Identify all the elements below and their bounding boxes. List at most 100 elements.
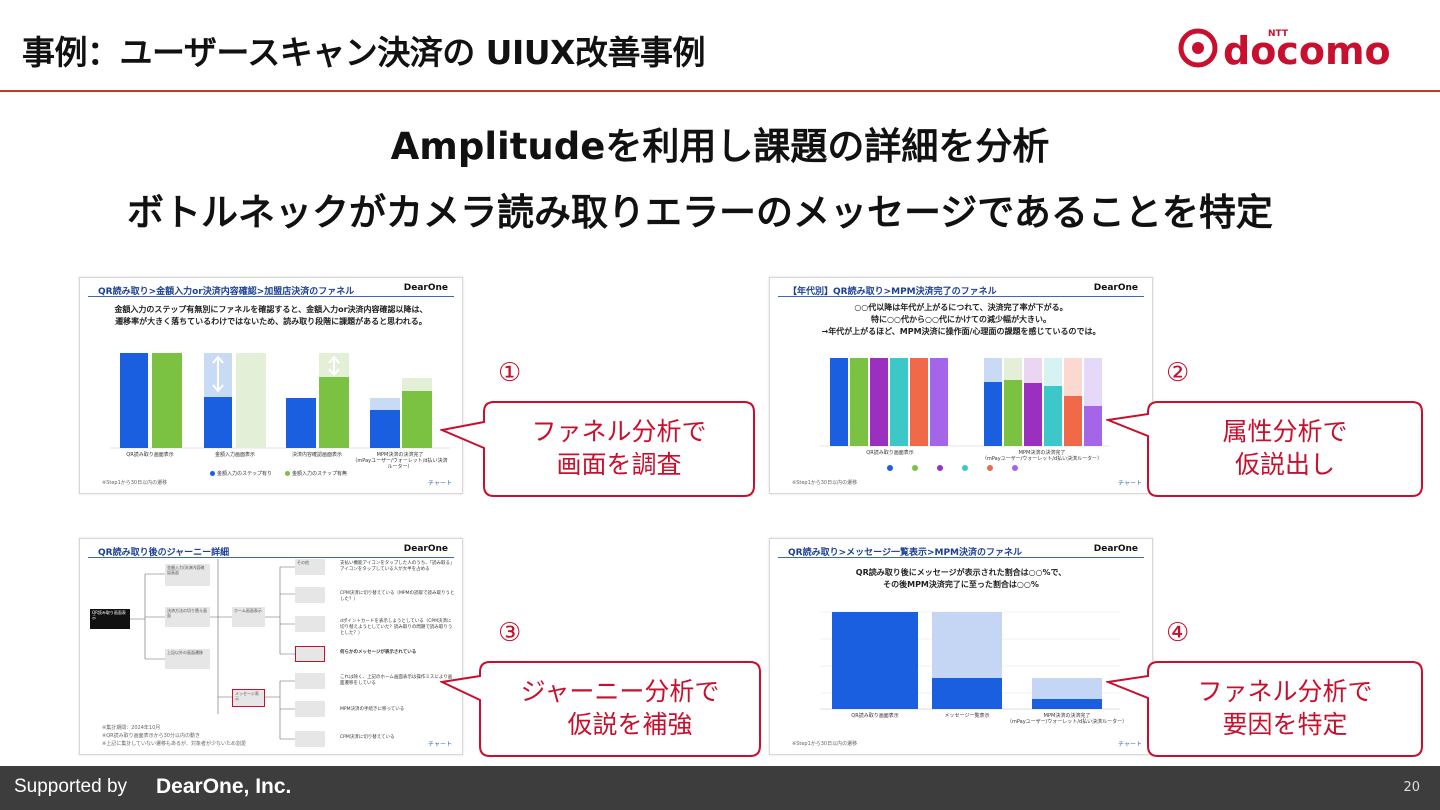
card-desc-line: 金額入力のステップ有無別にファネルを確認すると、金額入力or決済内容確認以降は、: [114, 305, 428, 314]
chart-link[interactable]: チャート: [1118, 741, 1142, 748]
callout-line: ファネル分析で: [531, 417, 707, 446]
dearone-brand: DearOne: [403, 283, 448, 293]
card-desc-line: 遷移率が大きく落ちているわけではないため、読み取り段階に課題があると思われる。: [115, 317, 427, 326]
step-number: ③: [498, 618, 522, 648]
bar: [152, 353, 182, 448]
card-rule: [778, 557, 1144, 558]
dearone-brand: DearOne: [1093, 283, 1138, 293]
callout-bubble: ジャーニー分析で 仮説を補強: [440, 660, 762, 757]
journey-note: これは除く、上記のホーム画面表示は操作ミスにより画面遷移をしている: [340, 675, 453, 686]
card-rule: [88, 557, 454, 558]
headline-1: Amplitudeを利用し課題の詳細を分析: [390, 125, 1050, 168]
callout-bubble: 属性分析で 仮説出し: [1106, 400, 1424, 497]
double-arrow-icon: [212, 355, 224, 393]
company-name: DearOne, Inc.: [156, 775, 292, 798]
card-footnote: ※Step1から30日以内の遷移: [792, 741, 858, 747]
journey-note: dポイントカードを表示しようとしている（CPM決済に切り替えようとしていた？読み…: [340, 619, 453, 636]
card-desc-line: その後MPM決済完了に至った割合は○○%: [883, 580, 1039, 589]
tree-node-highlighted: メッセージ表示: [232, 689, 265, 707]
axis-sublabel: （mPayユーザー/ウォーレット/d払い決済ルーター）: [352, 458, 448, 470]
chart-link[interactable]: チャート: [428, 480, 452, 487]
bar-dropoff: [370, 398, 400, 410]
callout-line: ジャーニー分析で: [520, 677, 720, 706]
journey-tree: [128, 559, 295, 740]
axis-label: MPM決済の決済完了: [376, 452, 424, 458]
callout-line: 仮説を補強: [567, 710, 693, 739]
journey-note: 支払い機能アイコンをタップした人のうち、「読み取る」アイコンをタップしている人が…: [340, 561, 455, 572]
card-desc-line: QR読み取り後にメッセージが表示された割合は○○%で、: [855, 568, 1067, 577]
bar: [319, 377, 349, 448]
card-title: QR読み取り>金額入力or決済内容確認>加盟店決済のファネル: [98, 287, 355, 297]
axis-label: 金額入力画面表示: [214, 452, 255, 458]
tree-node: [295, 731, 325, 747]
card-title: QR読み取り後のジャーニー詳細: [98, 548, 230, 558]
card-funnel-age: 【年代別】QR読み取り>MPM決済完了のファネル DearOne ○○代以降は年…: [769, 277, 1153, 494]
axis-label: メッセージ一覧表示: [944, 713, 990, 719]
tree-node: 上記以外の画面遷移: [165, 649, 210, 669]
axis-sublabel: （mPayユーザー/ウォーレット/d払い決済ルーター）: [1007, 719, 1128, 725]
double-arrow-icon: [328, 355, 340, 377]
journey-note: CPM決済に切り替えている: [340, 735, 395, 740]
axis-sublabel: （mPayユーザー/ウォーレット/d払い決済ルーター）: [982, 456, 1103, 462]
bar-dropoff: [402, 378, 432, 391]
card-desc-line: ○○代以降は年代が上がるにつれて、決済完了率が下がる。: [854, 303, 1068, 312]
bar-dropoff: [236, 353, 266, 448]
dearone-brand: DearOne: [403, 544, 448, 554]
supported-by-label: Supported by: [14, 776, 128, 797]
callout-line: 画面を調査: [556, 450, 682, 479]
card-footnote: ※QR読み取り画面表示から30分以内の動き: [102, 733, 200, 739]
tree-node: [295, 673, 325, 689]
svg-text:docomo: docomo: [1223, 29, 1391, 70]
axis-label: QR読み取り画面表示: [866, 450, 914, 456]
legend-item: 金額入力のステップ有無: [285, 470, 347, 477]
card-rule: [88, 296, 454, 297]
legend-item: 金額入力のステップ有り: [210, 470, 272, 477]
docomo-logo: docomo NTT: [1178, 26, 1403, 73]
bar: [402, 391, 432, 448]
axis-label: QR読み取り画面表示: [126, 452, 174, 458]
bar: [204, 397, 232, 448]
footer-bar: Supported by DearOne, Inc. 20: [0, 766, 1440, 810]
card-journey: QR読み取り後のジャーニー詳細 DearOne QR読み取り画面表示 金額入力/…: [79, 538, 463, 755]
tree-node-highlighted: [295, 646, 325, 662]
card-title: 【年代別】QR読み取り>MPM決済完了のファネル: [788, 287, 997, 297]
dearone-brand: DearOne: [1093, 544, 1138, 554]
step-number: ④: [1166, 618, 1190, 648]
step-number: ②: [1166, 358, 1190, 388]
callout-line: ファネル分析で: [1197, 677, 1373, 706]
chart-link[interactable]: チャート: [1118, 480, 1142, 487]
tree-node: [295, 587, 325, 603]
journey-note: MPM決済の手続きに移っている: [340, 707, 405, 712]
page-number: 20: [1403, 780, 1420, 795]
tree-node: ホーム画面表示: [232, 607, 265, 627]
headline-2: ボトルネックがカメラ読み取りエラーのメッセージであることを特定: [127, 191, 1273, 234]
tree-node: その他: [295, 559, 325, 575]
card-footnote: ※Step1から30日以内の遷移: [102, 480, 168, 486]
callout-bubble: ファネル分析で 要因を特定: [1106, 660, 1424, 757]
tree-node: [295, 701, 325, 717]
bar: [120, 353, 148, 448]
step-number: ①: [498, 358, 522, 388]
tree-node: 金額入力/決済内容確認画面: [165, 564, 210, 586]
axis-label: 決済内容確認画面表示: [291, 452, 342, 458]
callout-line: 仮説出し: [1234, 450, 1335, 479]
tree-root-node: QR読み取り画面表示: [90, 609, 130, 629]
axis-label: MPM決済の決済完了: [1043, 713, 1091, 719]
chart-link[interactable]: チャート: [428, 741, 452, 748]
card-footnote: ※Step1から30日以内の遷移: [792, 480, 858, 486]
card-funnel-amount: QR読み取り>金額入力or決済内容確認>加盟店決済のファネル DearOne 金…: [79, 277, 463, 494]
card-desc-line: 特に○○代から○○代にかけての減少幅が大きい。: [871, 315, 1051, 324]
axis-label: MPM決済の決済完了: [1018, 450, 1066, 456]
message-funnel-chart: [820, 611, 1120, 710]
tree-node: [295, 616, 325, 632]
callout-line: 要因を特定: [1222, 710, 1348, 739]
callout-line: 属性分析で: [1222, 417, 1348, 446]
bar: [370, 410, 400, 448]
journey-note: 何らかのメッセージが表示されている: [340, 650, 417, 655]
bar: [286, 398, 316, 448]
funnel-chart: [110, 353, 450, 449]
card-rule: [778, 296, 1144, 297]
svg-text:NTT: NTT: [1268, 29, 1289, 39]
callout-bubble: ファネル分析で 画面を調査: [440, 400, 756, 497]
card-title: QR読み取り>メッセージ一覧表示>MPM決済のファネル: [788, 548, 1022, 558]
